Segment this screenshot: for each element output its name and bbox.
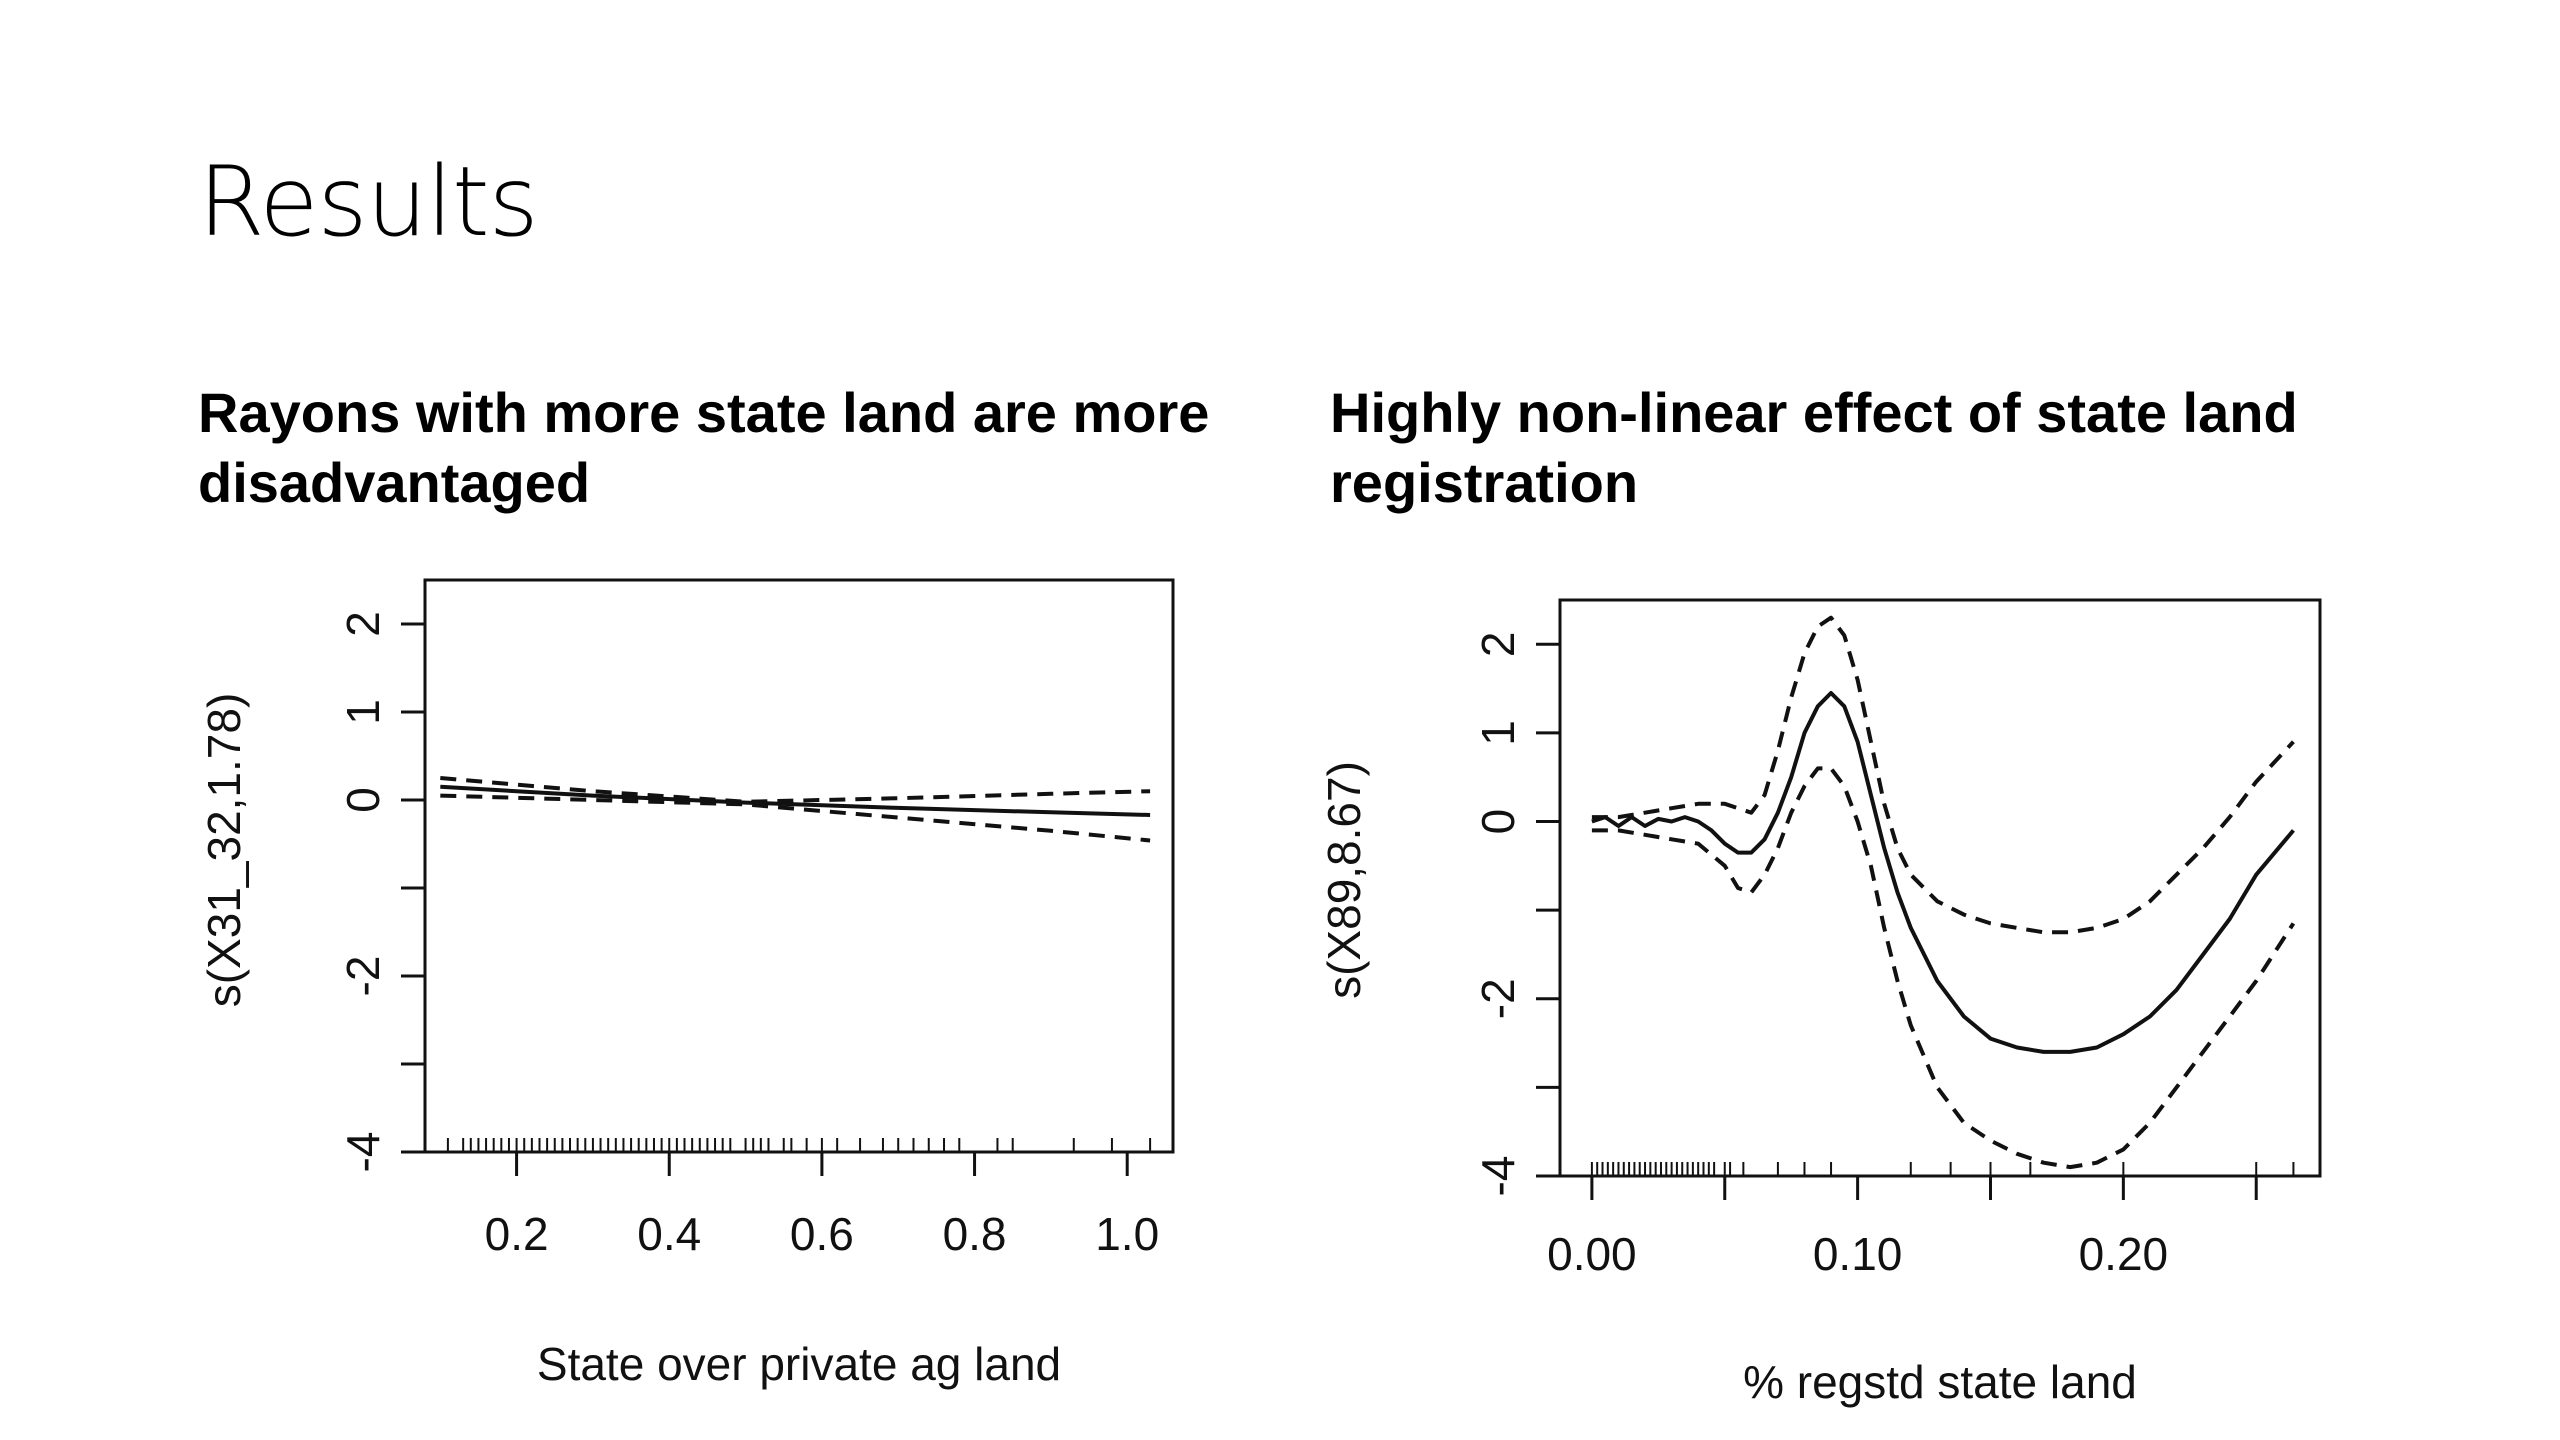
right-y-tick-label: -4 bbox=[1472, 1156, 1524, 1197]
right-x-tick-label: 0.20 bbox=[2079, 1228, 2169, 1280]
left-confidence-band-line bbox=[440, 776, 1151, 804]
right-y-tick-label: 2 bbox=[1472, 632, 1524, 658]
left-y-tick-label: 2 bbox=[337, 611, 389, 637]
right-x-axis-label: % regstd state land bbox=[1743, 1356, 2137, 1408]
left-plot-marks: -4 -2 0 1 2 0.2 0.4 0.6 0.8 1.0 bbox=[337, 578, 1175, 1260]
right-x-tick-label: 0.00 bbox=[1547, 1228, 1637, 1280]
left-plot-frame bbox=[423, 578, 1175, 1154]
left-confidence-band-line bbox=[440, 793, 1151, 843]
right-x-tick-label: 0.10 bbox=[1813, 1228, 1903, 1280]
left-y-tick-label: 0 bbox=[337, 787, 389, 813]
slide-title: Results bbox=[198, 146, 539, 258]
left-x-tick-label: 0.2 bbox=[485, 1208, 549, 1260]
right-y-tick-label: 1 bbox=[1472, 720, 1524, 746]
right-confidence-band-line bbox=[1591, 615, 2295, 935]
right-y-tick-label: -2 bbox=[1472, 978, 1524, 1019]
right-y-axis-label: s(X89,8.67) bbox=[1318, 761, 1370, 999]
left-x-tick-label: 0.4 bbox=[637, 1208, 701, 1260]
left-y-axis-label: s(X31_32,1.78) bbox=[198, 693, 250, 1008]
left-chart-heading: Rayons with more state land are more dis… bbox=[198, 381, 1210, 514]
right-plot-frame bbox=[1558, 598, 2322, 1178]
right-confidence-band-line bbox=[1591, 766, 2296, 1170]
left-y-tick-label: 1 bbox=[337, 699, 389, 725]
left-y-tick-label: -2 bbox=[337, 956, 389, 997]
right-chart-heading: Highly non-linear effect of state land r… bbox=[1330, 381, 2298, 514]
right-smooth-fit-line bbox=[1591, 691, 2295, 1054]
left-x-tick-label: 1.0 bbox=[1095, 1208, 1159, 1260]
left-x-tick-label: 0.8 bbox=[943, 1208, 1007, 1260]
left-y-tick-label: -4 bbox=[337, 1132, 389, 1173]
left-x-axis-label: State over private ag land bbox=[537, 1338, 1061, 1390]
left-x-tick-label: 0.6 bbox=[790, 1208, 854, 1260]
right-y-tick-label: 0 bbox=[1472, 809, 1524, 835]
right-plot-marks: -4 -2 0 1 2 0.00 0.10 0.20 bbox=[1472, 598, 2322, 1280]
left-smooth-fit-line bbox=[440, 784, 1151, 817]
left-gam-plot: -4 -2 0 1 2 0.2 0.4 0.6 0.8 1.0 State over privat… bbox=[198, 578, 1175, 1390]
